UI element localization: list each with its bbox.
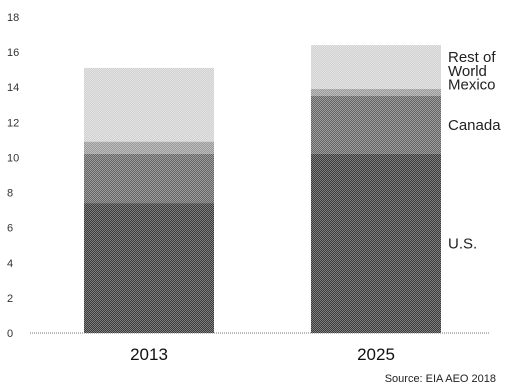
category-label-2013: 2013 <box>130 345 168 364</box>
y-tick-label-12: 12 <box>7 117 19 129</box>
y-tick-label-14: 14 <box>7 82 19 94</box>
bar-texture-2013-u-s <box>84 203 214 333</box>
y-tick-label-18: 18 <box>7 12 19 24</box>
y-tick-label-0: 0 <box>7 328 13 340</box>
category-label-2025: 2025 <box>357 345 395 364</box>
bar-texture-2025-mexico <box>311 88 441 96</box>
y-tick-label-6: 6 <box>7 223 13 235</box>
y-tick-label-8: 8 <box>7 188 13 200</box>
series-label-rest-of-world: World <box>448 63 487 80</box>
bar-texture-2025-canada <box>311 96 441 154</box>
y-tick-label-4: 4 <box>7 258 13 270</box>
series-label-us: U.S. <box>448 235 477 252</box>
bar-texture-2025-rest-of-world <box>311 45 441 89</box>
bar-texture-2013-canada <box>84 153 214 204</box>
y-axis-ticks: 0 2 4 6 8 10 12 14 16 18 <box>7 12 19 340</box>
series-label-mexico: Mexico <box>448 76 496 93</box>
bars-group <box>84 45 441 333</box>
bar-texture-2013-mexico <box>84 141 214 154</box>
bar-texture-2025-u-s <box>311 153 441 333</box>
series-label-rest-of-world: Rest of <box>448 49 496 66</box>
y-tick-label-10: 10 <box>7 152 19 164</box>
category-labels: 2013 2025 <box>130 345 395 364</box>
y-tick-label-2: 2 <box>7 293 13 305</box>
bar-texture-2013-rest-of-world <box>84 67 214 142</box>
series-label-canada: Canada <box>448 117 501 134</box>
source-note: Source: EIA AEO 2018 <box>385 373 496 385</box>
y-tick-label-16: 16 <box>7 47 19 59</box>
